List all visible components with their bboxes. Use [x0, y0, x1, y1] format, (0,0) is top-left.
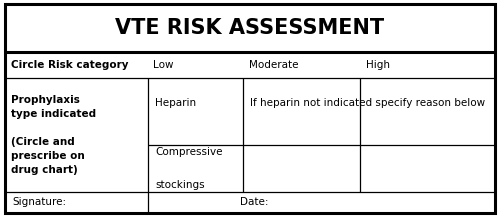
Text: If heparin not indicated specify reason below: If heparin not indicated specify reason …	[250, 98, 485, 108]
Text: Circle Risk category: Circle Risk category	[11, 60, 128, 70]
Text: Heparin: Heparin	[155, 98, 196, 108]
Text: Signature:: Signature:	[12, 197, 66, 207]
Text: Date:: Date:	[240, 197, 268, 207]
Text: High: High	[366, 60, 390, 70]
Text: Compressive

stockings: Compressive stockings	[155, 147, 222, 190]
Text: Low: Low	[154, 60, 174, 70]
Text: VTE RISK ASSESSMENT: VTE RISK ASSESSMENT	[116, 18, 384, 38]
Text: Moderate: Moderate	[248, 60, 298, 70]
Text: Prophylaxis
type indicated

(Circle and
prescribe on
drug chart): Prophylaxis type indicated (Circle and p…	[11, 95, 96, 175]
